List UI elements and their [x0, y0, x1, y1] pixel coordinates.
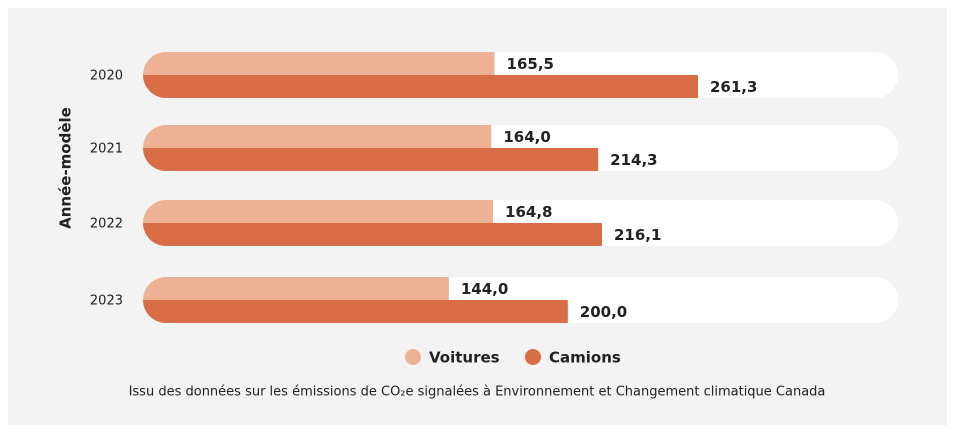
caption: Issu des données sur les émissions de CO…	[129, 385, 826, 400]
bar-group	[143, 200, 602, 246]
value-label: 165,5	[507, 55, 554, 73]
bar-group	[143, 52, 698, 98]
y-tick-label: 2023	[90, 294, 123, 309]
y-tick-label: 2020	[90, 69, 123, 84]
bar	[143, 277, 449, 300]
legend-label: Voitures	[429, 349, 500, 367]
bar-group	[143, 125, 599, 171]
bar	[143, 223, 602, 246]
value-label: 164,0	[503, 128, 550, 146]
y-tick-label: 2021	[90, 142, 123, 157]
value-label: 164,8	[505, 203, 552, 221]
legend-marker	[405, 349, 421, 365]
bar-group	[143, 277, 568, 323]
legend-label: Camions	[549, 349, 621, 367]
value-label: 200,0	[580, 303, 627, 321]
bar	[143, 148, 599, 171]
bar	[143, 52, 495, 75]
value-label: 216,1	[614, 226, 661, 244]
bar	[143, 75, 698, 98]
y-tick-label: 2022	[90, 217, 123, 232]
bar	[143, 125, 492, 148]
value-label: 261,3	[710, 78, 757, 96]
legend-marker	[525, 349, 541, 365]
bar	[143, 300, 568, 323]
value-label: 144,0	[461, 280, 508, 298]
y-axis-label: Année-modèle	[57, 107, 75, 229]
bar	[143, 200, 494, 223]
value-label: 214,3	[610, 151, 657, 169]
